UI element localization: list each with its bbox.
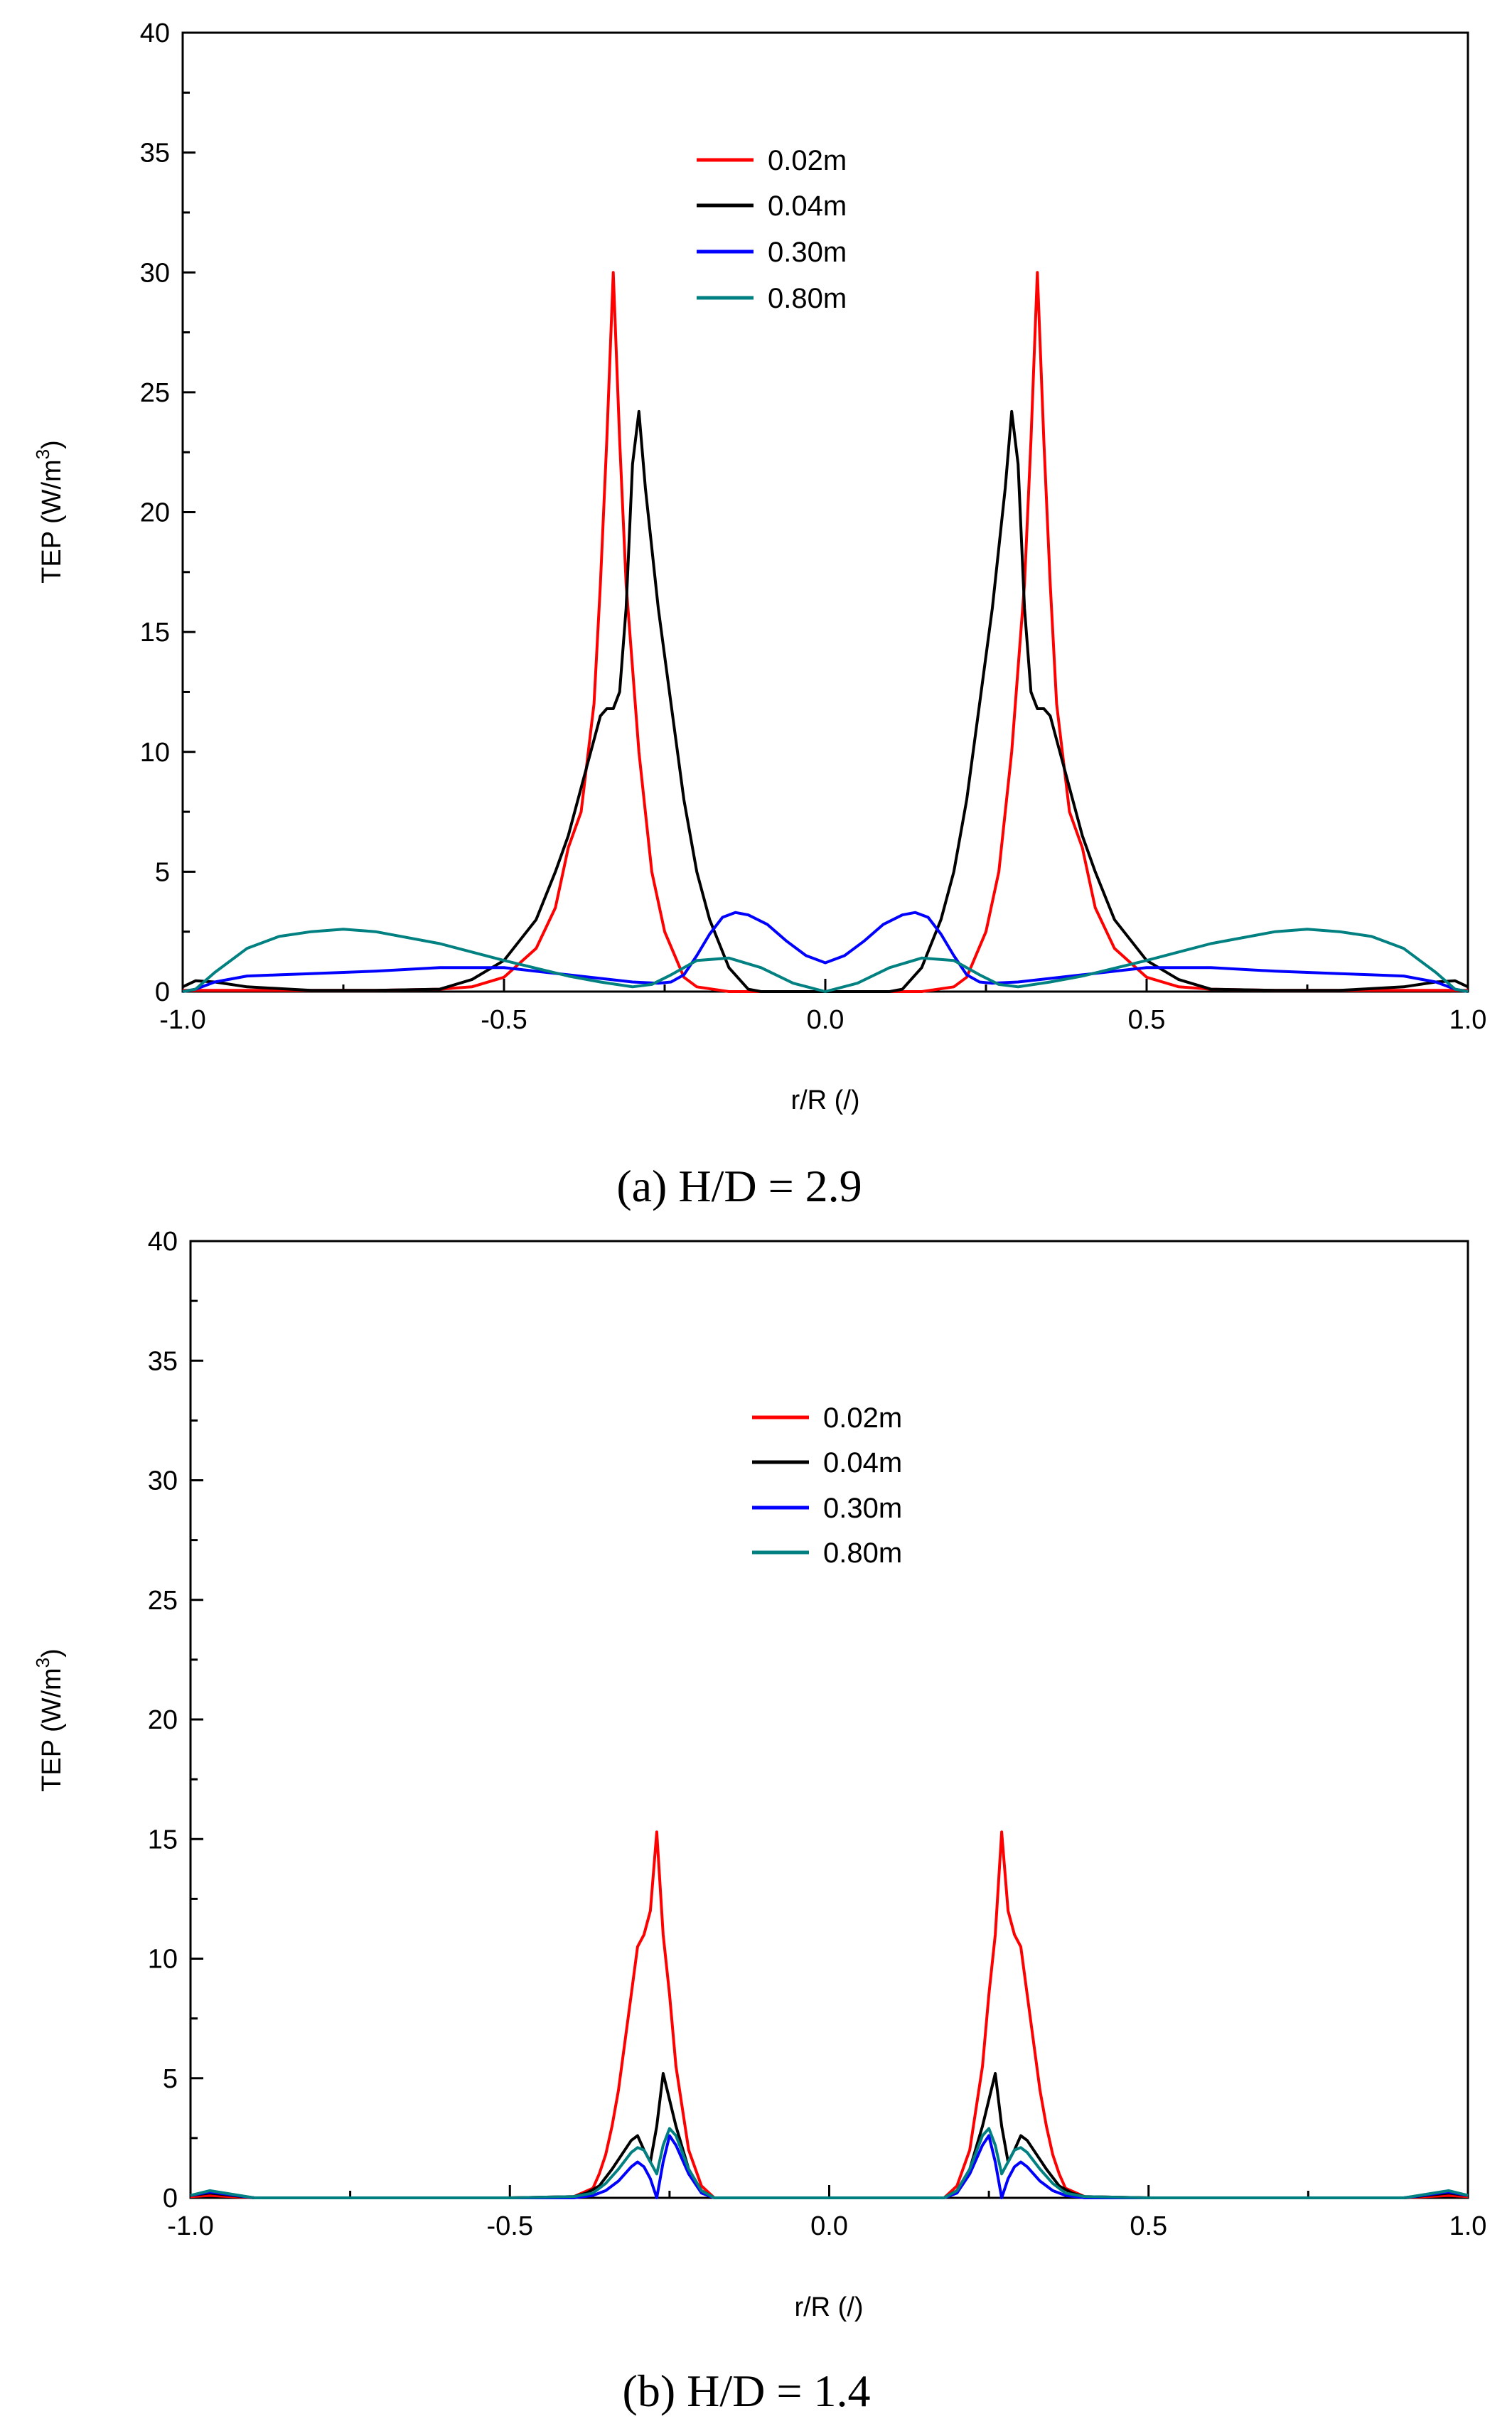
chart-a-y-axis-label-main: TEP (W/m [37,459,67,584]
chart-a-y-tick-label: 5 [155,857,170,887]
chart-a-y-tick-label: 10 [140,738,170,768]
chart-b-series-group [190,1830,1469,2199]
chart-a-legend-label-2: 0.30m [768,237,847,268]
chart-b-y-ticks: 0 5 10 15 20 25 30 35 40 [148,1227,203,2213]
chart-b-x-tick-label: -0.5 [487,2211,533,2241]
chart-b-x-tick-label: 0.0 [810,2211,848,2241]
chart-b-x-axis-label: r/R (/) [794,2292,863,2322]
chart-b-y-tick-label: 40 [148,1227,178,1257]
chart-b-y-tick-label: 20 [148,1705,178,1735]
chart-a-y-tick-label: 25 [140,378,170,408]
chart-a-plot-frame [181,31,1469,993]
chart-a-y-axis-label: TEP (W/m3) [32,440,67,584]
chart-b-x-ticks: -1.0 -0.5 0.0 0.5 1.0 [167,2185,1486,2241]
chart-a-series-line-0.30m [182,911,1469,993]
chart-b-series-line-0.04m [190,2072,1469,2199]
chart-a-y-tick-label: 40 [140,18,170,48]
chart-b-x-tick-label: -1.0 [167,2211,213,2241]
chart-a-y-tick-label: 15 [140,618,170,648]
chart-b-y-tick-label: 25 [148,1586,178,1616]
chart-a-x-axis-label: r/R (/) [790,1085,859,1115]
chart-b-y-axis-label-end: ) [37,1648,67,1658]
chart-a-y-ticks: 0 5 10 15 20 25 30 35 40 [140,18,195,1007]
chart-a-x-ticks: -1.0 -0.5 0.0 0.5 1.0 [159,979,1486,1035]
chart-a-legend: 0.02m 0.04m 0.30m 0.80m [697,145,847,314]
chart-b-legend-label-3: 0.80m [823,1538,902,1569]
chart-a-x-tick-label: 0.5 [1128,1005,1166,1035]
chart-b: -1.0 -0.5 0.0 0.5 1.0 0 5 10 15 20 25 30 35 40 0.02m… [32,1227,1486,2416]
chart-a-y-axis-label-sup: 3 [32,449,53,459]
chart-b-y-tick-label: 10 [148,1945,178,1975]
chart-a-legend-label-1: 0.04m [768,190,847,222]
chart-b-series-line-0.02m [190,1830,1469,2199]
chart-b-series-line-0.80m [190,2127,1469,2199]
chart-b-legend-label-0: 0.02m [823,1402,902,1434]
chart-b-y-tick-label: 15 [148,1825,178,1855]
chart-b-y-tick-label: 0 [163,2184,178,2213]
chart-a-x-tick-label: -1.0 [159,1005,205,1035]
chart-a-x-tick-label: 1.0 [1449,1005,1487,1035]
chart-a-y-axis-label-end: ) [37,440,67,449]
chart-b-caption: (b) H/D = 1.4 [623,2366,871,2416]
chart-b-legend-label-1: 0.04m [823,1447,902,1479]
chart-b-x-tick-label: 0.5 [1130,2211,1167,2241]
chart-a-y-tick-label: 30 [140,258,170,288]
chart-b-legend-label-2: 0.30m [823,1493,902,1524]
chart-a-series-group [182,271,1469,993]
chart-b-y-tick-label: 30 [148,1466,178,1496]
chart-b-y-tick-label: 5 [163,2064,178,2094]
chart-b-y-axis-label-main: TEP (W/m [37,1668,67,1792]
chart-b-y-tick-label: 35 [148,1346,178,1376]
chart-a-legend-label-3: 0.80m [768,283,847,314]
chart-b-x-tick-label: 1.0 [1449,2211,1487,2241]
chart-a-legend-label-0: 0.02m [768,145,847,176]
chart-b-legend: 0.02m 0.04m 0.30m 0.80m [752,1402,902,1569]
chart-a-x-tick-label: -0.5 [481,1005,527,1035]
chart-a-y-tick-label: 0 [155,977,170,1007]
chart-a: -1.0 -0.5 0.0 0.5 1.0 0 5 10 15 20 25 30 35 40 0.02m… [32,18,1486,1211]
chart-b-y-axis-label-sup: 3 [32,1658,53,1668]
chart-b-plot-frame [189,1240,1469,2199]
chart-a-series-line-0.04m [182,409,1469,993]
chart-a-y-tick-label: 35 [140,139,170,168]
chart-b-y-axis-label: TEP (W/m3) [32,1648,67,1792]
chart-a-x-tick-label: 0.0 [807,1005,845,1035]
chart-a-caption: (a) H/D = 2.9 [616,1161,862,1211]
chart-a-y-tick-label: 20 [140,498,170,528]
chart-a-series-line-0.80m [182,928,1469,993]
chart-a-series-line-0.02m [183,271,1468,993]
